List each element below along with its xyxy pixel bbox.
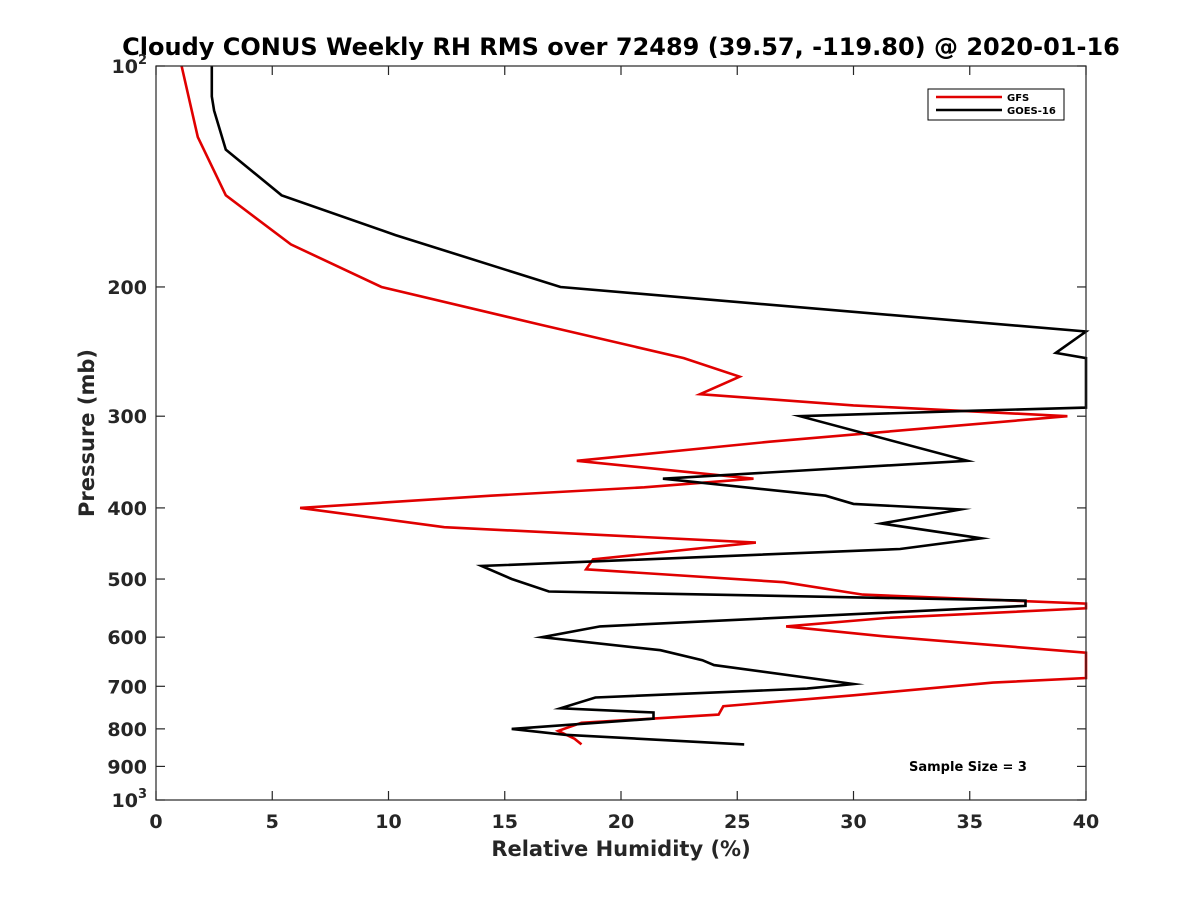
x-tick-label: 0 [149,811,162,833]
y-tick-label: 103 [112,787,148,812]
y-tick-label: 900 [107,756,147,778]
y-tick-label: 800 [107,719,147,741]
x-tick-label: 35 [957,811,983,833]
y-tick-label: 600 [107,627,147,649]
x-tick-label: 30 [840,811,866,833]
series-line-goes16 [210,66,1090,746]
chart-title: Cloudy CONUS Weekly RH RMS over 72489 (3… [122,33,1120,61]
x-tick-label: 25 [724,811,750,833]
x-tick-label: 40 [1073,811,1099,833]
legend: GFS GOES-16 [927,88,1065,121]
x-tick-label: 5 [266,811,279,833]
legend-box [927,88,1065,121]
y-axis-label: Pressure (mb) [75,349,99,517]
y-tick-label: 400 [107,498,147,520]
y-tick-label: 500 [107,569,147,591]
legend-label-gfs: GFS [1007,93,1029,104]
x-axis: 0 5 10 15 20 25 30 35 40 [149,66,1099,833]
x-tick-label: 10 [375,811,401,833]
legend-label-goes16: GOES-16 [1007,106,1056,117]
sample-size-annotation: Sample Size = 3 [909,760,1027,775]
series-line-gfs [180,65,1088,746]
y-tick-label: 300 [107,406,147,428]
plot-lines [180,65,1090,746]
y-axis: 102 200 300 400 500 600 700 800 900 103 [107,53,1086,812]
x-tick-label: 15 [492,811,518,833]
x-tick-label: 20 [608,811,634,833]
y-tick-label: 200 [107,277,147,299]
y-tick-label: 102 [112,53,148,78]
y-tick-label: 700 [107,676,147,698]
x-axis-label: Relative Humidity (%) [491,837,750,861]
